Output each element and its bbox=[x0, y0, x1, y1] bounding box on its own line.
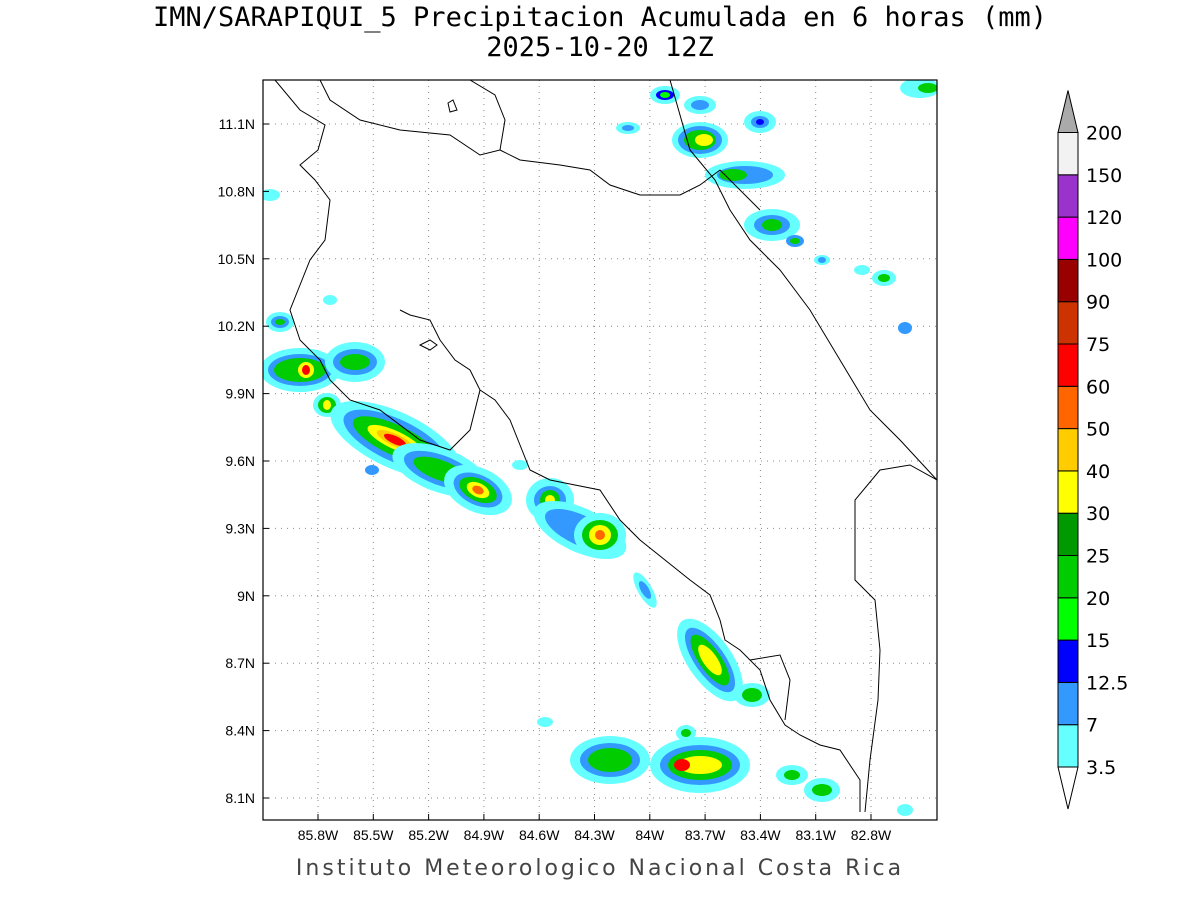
colorbar-label: 60 bbox=[1086, 376, 1110, 398]
colorbar-lower-triangle bbox=[1057, 766, 1079, 810]
y-tick-label: 10.5N bbox=[218, 251, 255, 267]
colorbar-swatch bbox=[1057, 597, 1079, 641]
y-tick-label: 9.6N bbox=[225, 453, 255, 469]
colorbar-swatch bbox=[1057, 301, 1079, 345]
y-tick-label: 8.1N bbox=[225, 790, 255, 806]
x-tick-label: 85.5W bbox=[353, 827, 394, 843]
colorbar-swatch bbox=[1057, 470, 1079, 514]
colorbar-swatch bbox=[1057, 724, 1079, 768]
colorbar-swatch bbox=[1057, 258, 1079, 303]
y-tick-label: 10.8N bbox=[218, 183, 255, 199]
colorbar-label: 30 bbox=[1086, 503, 1110, 525]
x-tick-label: 84W bbox=[635, 827, 665, 843]
y-tick-label: 9.9N bbox=[225, 386, 255, 402]
colorbar-swatch bbox=[1057, 428, 1079, 472]
x-axis: 85.8W 85.5W 85.2W 84.9W 84.6W 84.3W 84W 83.7W 83… bbox=[298, 814, 892, 843]
x-tick-label: 85.2W bbox=[408, 827, 449, 843]
colorbar-label: 200 bbox=[1086, 123, 1122, 145]
x-tick-label: 82.8W bbox=[851, 827, 892, 843]
colorbar-swatch bbox=[1057, 132, 1079, 176]
colorbar-label: 3.5 bbox=[1086, 757, 1116, 779]
colorbar-label: 120 bbox=[1086, 207, 1122, 229]
colorbar-swatch bbox=[1057, 555, 1079, 599]
colorbar-swatch bbox=[1057, 343, 1079, 387]
colorbar-label: 50 bbox=[1086, 419, 1110, 441]
y-tick-label: 8.7N bbox=[225, 655, 255, 671]
colorbar: 3.5 7 12.5 15 20 25 30 40 50 60 75 90 100 120 150 200 bbox=[1057, 90, 1128, 810]
colorbar-label: 12.5 bbox=[1086, 672, 1128, 694]
x-tick-label: 84.3W bbox=[574, 827, 615, 843]
colorbar-upper-triangle bbox=[1057, 90, 1079, 133]
colorbar-swatch bbox=[1057, 174, 1079, 218]
colorbar-label: 150 bbox=[1086, 165, 1122, 187]
colorbar-label: 20 bbox=[1086, 588, 1110, 610]
colorbar-label: 25 bbox=[1086, 546, 1110, 568]
colorbar-swatch bbox=[1057, 681, 1079, 726]
x-tick-label: 83.4W bbox=[740, 827, 781, 843]
y-tick-label: 9.3N bbox=[225, 520, 255, 536]
colorbar-label: 75 bbox=[1086, 334, 1110, 356]
y-axis: 11.1N 10.8N 10.5N 10.2N 9.9N 9.6N 9.3N 9N 8.7N 8.… bbox=[218, 116, 269, 806]
map-frame bbox=[262, 79, 938, 821]
colorbar-swatch bbox=[1057, 385, 1079, 430]
y-tick-label: 10.2N bbox=[218, 318, 255, 334]
x-tick-label: 83.1W bbox=[795, 827, 836, 843]
x-tick-label: 84.6W bbox=[519, 827, 560, 843]
colorbar-label: 15 bbox=[1086, 630, 1110, 652]
footer-credit: Instituto Meteorologico Nacional Costa R… bbox=[295, 856, 905, 881]
colorbar-label: 90 bbox=[1086, 292, 1110, 314]
map-title: IMN/SARAPIQUI_5 Precipitacion Acumulada … bbox=[152, 2, 1048, 33]
x-tick-label: 83.7W bbox=[685, 827, 726, 843]
colorbar-swatch bbox=[1057, 216, 1079, 260]
coastlines bbox=[274, 80, 937, 813]
colorbar-label: 100 bbox=[1086, 249, 1122, 271]
colorbar-label: 7 bbox=[1086, 715, 1098, 737]
colorbar-label: 40 bbox=[1086, 461, 1110, 483]
x-tick-label: 84.9W bbox=[464, 827, 505, 843]
x-tick-label: 85.8W bbox=[298, 827, 339, 843]
map-date: 2025-10-20 12Z bbox=[486, 32, 714, 63]
colorbar-swatch bbox=[1057, 639, 1079, 683]
precip-field bbox=[263, 80, 937, 816]
y-tick-label: 11.1N bbox=[219, 116, 255, 132]
y-tick-label: 9N bbox=[237, 588, 255, 604]
y-tick-label: 8.4N bbox=[225, 723, 255, 739]
colorbar-swatch bbox=[1057, 512, 1079, 557]
